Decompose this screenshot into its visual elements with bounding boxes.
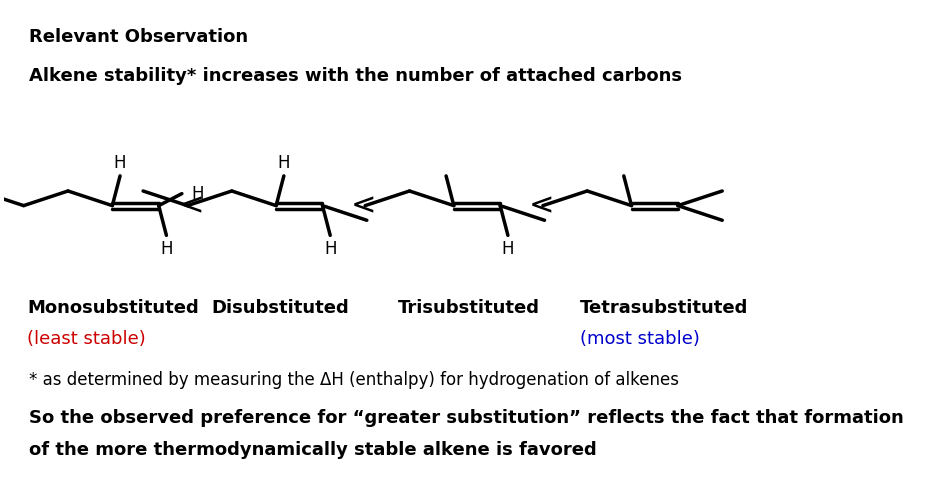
- Text: <: <: [179, 191, 204, 220]
- Text: H: H: [324, 240, 337, 258]
- Text: So the observed preference for “greater substitution” reflects the fact that for: So the observed preference for “greater …: [29, 409, 903, 427]
- Text: (least stable): (least stable): [27, 330, 146, 348]
- Text: H: H: [277, 154, 290, 172]
- Text: * as determined by measuring the ΔH (enthalpy) for hydrogenation of alkenes: * as determined by measuring the ΔH (ent…: [29, 371, 679, 389]
- Text: H: H: [191, 184, 203, 203]
- Text: Trisubstituted: Trisubstituted: [398, 299, 540, 317]
- Text: Disubstituted: Disubstituted: [211, 299, 349, 317]
- Text: Relevant Observation: Relevant Observation: [29, 28, 248, 46]
- Text: H: H: [501, 240, 515, 258]
- Text: Tetrasubstituted: Tetrasubstituted: [580, 299, 748, 317]
- Text: of the more thermodynamically stable alkene is favored: of the more thermodynamically stable alk…: [29, 441, 597, 459]
- Text: Monosubstituted: Monosubstituted: [27, 299, 199, 317]
- Text: (most stable): (most stable): [580, 330, 700, 348]
- Text: <: <: [351, 191, 377, 220]
- Text: Alkene stability* increases with the number of attached carbons: Alkene stability* increases with the num…: [29, 66, 682, 84]
- Text: H: H: [160, 240, 173, 258]
- Text: <: <: [529, 191, 553, 220]
- Text: H: H: [114, 154, 127, 172]
